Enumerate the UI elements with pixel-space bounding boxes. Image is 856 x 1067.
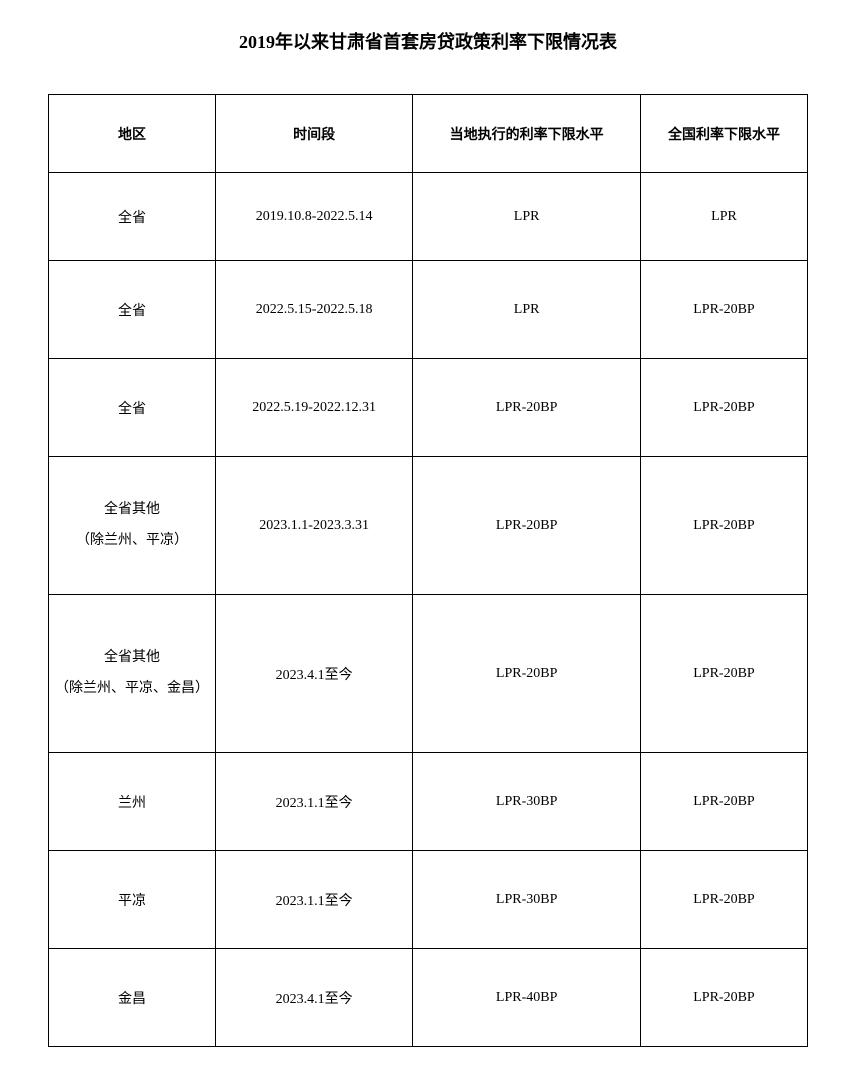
cell-national-rate: LPR-20BP <box>640 851 807 949</box>
region-line2: （除兰州、平凉、金昌） <box>53 674 211 705</box>
col-header-region: 地区 <box>49 95 216 173</box>
table-container: 地区 时间段 当地执行的利率下限水平 全国利率下限水平 全省2019.10.8-… <box>0 94 856 1047</box>
region-line1: 全省其他 <box>53 495 211 526</box>
table-row: 全省2022.5.19-2022.12.31LPR-20BPLPR-20BP <box>49 359 808 457</box>
cell-region: 平凉 <box>49 851 216 949</box>
cell-local-rate: LPR-20BP <box>413 595 641 753</box>
table-row: 全省其他（除兰州、平凉）2023.1.1-2023.3.31LPR-20BPLP… <box>49 457 808 595</box>
cell-period: 2023.1.1-2023.3.31 <box>215 457 412 595</box>
cell-local-rate: LPR-20BP <box>413 359 641 457</box>
cell-local-rate: LPR-30BP <box>413 753 641 851</box>
cell-region: 全省 <box>49 173 216 261</box>
cell-local-rate: LPR-30BP <box>413 851 641 949</box>
rate-table: 地区 时间段 当地执行的利率下限水平 全国利率下限水平 全省2019.10.8-… <box>48 94 808 1047</box>
cell-national-rate: LPR-20BP <box>640 753 807 851</box>
cell-region: 全省其他（除兰州、平凉） <box>49 457 216 595</box>
cell-period: 2023.1.1至今 <box>215 851 412 949</box>
table-row: 全省2019.10.8-2022.5.14LPRLPR <box>49 173 808 261</box>
cell-national-rate: LPR-20BP <box>640 949 807 1047</box>
col-header-period: 时间段 <box>215 95 412 173</box>
table-row: 兰州2023.1.1至今LPR-30BPLPR-20BP <box>49 753 808 851</box>
cell-region: 全省 <box>49 359 216 457</box>
region-line2: （除兰州、平凉） <box>53 526 211 557</box>
cell-local-rate: LPR-40BP <box>413 949 641 1047</box>
cell-period: 2023.1.1至今 <box>215 753 412 851</box>
cell-period: 2023.4.1至今 <box>215 595 412 753</box>
cell-national-rate: LPR-20BP <box>640 457 807 595</box>
table-header-row: 地区 时间段 当地执行的利率下限水平 全国利率下限水平 <box>49 95 808 173</box>
table-row: 全省其他（除兰州、平凉、金昌）2023.4.1至今LPR-20BPLPR-20B… <box>49 595 808 753</box>
cell-local-rate: LPR <box>413 173 641 261</box>
table-body: 全省2019.10.8-2022.5.14LPRLPR全省2022.5.15-2… <box>49 173 808 1047</box>
cell-period: 2022.5.15-2022.5.18 <box>215 261 412 359</box>
cell-period: 2023.4.1至今 <box>215 949 412 1047</box>
cell-national-rate: LPR-20BP <box>640 261 807 359</box>
col-header-national-rate: 全国利率下限水平 <box>640 95 807 173</box>
page-title: 2019年以来甘肃省首套房贷政策利率下限情况表 <box>0 20 856 54</box>
cell-local-rate: LPR <box>413 261 641 359</box>
cell-region: 兰州 <box>49 753 216 851</box>
cell-region: 金昌 <box>49 949 216 1047</box>
cell-region: 全省 <box>49 261 216 359</box>
col-header-local-rate: 当地执行的利率下限水平 <box>413 95 641 173</box>
cell-national-rate: LPR <box>640 173 807 261</box>
table-row: 全省2022.5.15-2022.5.18LPRLPR-20BP <box>49 261 808 359</box>
cell-national-rate: LPR-20BP <box>640 359 807 457</box>
cell-region: 全省其他（除兰州、平凉、金昌） <box>49 595 216 753</box>
cell-period: 2022.5.19-2022.12.31 <box>215 359 412 457</box>
table-row: 平凉2023.1.1至今LPR-30BPLPR-20BP <box>49 851 808 949</box>
cell-local-rate: LPR-20BP <box>413 457 641 595</box>
region-line1: 全省其他 <box>53 643 211 674</box>
cell-national-rate: LPR-20BP <box>640 595 807 753</box>
cell-period: 2019.10.8-2022.5.14 <box>215 173 412 261</box>
table-row: 金昌2023.4.1至今LPR-40BPLPR-20BP <box>49 949 808 1047</box>
